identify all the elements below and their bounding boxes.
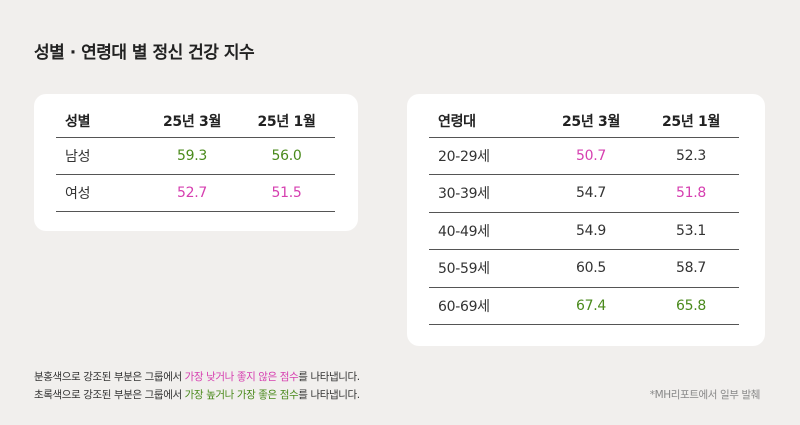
cell-mar: 60.5 bbox=[539, 249, 643, 288]
legend-note-pink: 분홍색으로 강조된 부분은 그룹에서 가장 낮거나 좋지 않은 점수를 나타냅니… bbox=[34, 369, 360, 384]
note-text: 를 나타냅니다. bbox=[298, 371, 360, 383]
cell-jan: 52.3 bbox=[643, 137, 739, 175]
cell-mar: 54.9 bbox=[539, 212, 643, 250]
table-row: 40-49세 54.9 53.1 bbox=[429, 212, 739, 250]
age-table: 연령대 25년 3월 25년 1월 20-29세 50.7 52.3 30-39… bbox=[429, 105, 739, 325]
table-row: 30-39세 54.7 51.8 bbox=[429, 174, 739, 213]
gender-table: 성별 25년 3월 25년 1월 남성 59.3 56.0 여성 52.7 51… bbox=[56, 105, 335, 212]
table-row: 60-69세 67.4 65.8 bbox=[429, 287, 739, 325]
row-label: 50-59세 bbox=[429, 249, 539, 288]
gender-table-card: 성별 25년 3월 25년 1월 남성 59.3 56.0 여성 52.7 51… bbox=[34, 94, 358, 231]
cell-mar: 50.7 bbox=[539, 137, 643, 175]
cell-jan: 65.8 bbox=[643, 287, 739, 325]
column-header-mar: 25년 3월 bbox=[539, 105, 643, 138]
note-highlight-green: 가장 높거나 가장 좋은 점수 bbox=[184, 389, 299, 401]
page-title: 성별 · 연령대 별 정신 건강 지수 bbox=[34, 43, 255, 63]
cell-mar: 52.7 bbox=[146, 174, 238, 212]
table-header-row: 연령대 25년 3월 25년 1월 bbox=[429, 105, 739, 138]
legend-note-green: 초록색으로 강조된 부분은 그룹에서 가장 높거나 가장 좋은 점수를 나타냅니… bbox=[34, 387, 360, 402]
age-table-card: 연령대 25년 3월 25년 1월 20-29세 50.7 52.3 30-39… bbox=[407, 94, 765, 346]
column-header-jan: 25년 1월 bbox=[643, 105, 739, 138]
cell-mar: 59.3 bbox=[146, 137, 238, 175]
table-header-row: 성별 25년 3월 25년 1월 bbox=[56, 105, 335, 138]
cell-jan: 56.0 bbox=[238, 137, 335, 175]
note-text: 를 나타냅니다. bbox=[298, 389, 360, 401]
row-label: 20-29세 bbox=[429, 137, 539, 175]
column-header-mar: 25년 3월 bbox=[146, 105, 238, 138]
row-label: 30-39세 bbox=[429, 174, 539, 213]
row-label: 40-49세 bbox=[429, 212, 539, 250]
table-row: 20-29세 50.7 52.3 bbox=[429, 137, 739, 175]
column-header-jan: 25년 1월 bbox=[238, 105, 335, 138]
table-row: 여성 52.7 51.5 bbox=[56, 174, 335, 212]
row-label: 여성 bbox=[56, 174, 146, 212]
column-header-gender: 성별 bbox=[56, 105, 146, 138]
table-row: 남성 59.3 56.0 bbox=[56, 137, 335, 175]
column-header-age: 연령대 bbox=[429, 105, 539, 138]
row-label: 남성 bbox=[56, 137, 146, 175]
cell-jan: 53.1 bbox=[643, 212, 739, 250]
source-note: *MH리포트에서 일부 발췌 bbox=[649, 389, 761, 401]
cell-jan: 51.5 bbox=[238, 174, 335, 212]
cell-mar: 54.7 bbox=[539, 174, 643, 213]
cell-jan: 51.8 bbox=[643, 174, 739, 213]
note-text: 분홍색으로 강조된 부분은 그룹에서 bbox=[34, 371, 185, 383]
cell-jan: 58.7 bbox=[643, 249, 739, 288]
table-row: 50-59세 60.5 58.7 bbox=[429, 249, 739, 288]
row-label: 60-69세 bbox=[429, 287, 539, 325]
cell-mar: 67.4 bbox=[539, 287, 643, 325]
note-highlight-pink: 가장 낮거나 좋지 않은 점수 bbox=[184, 371, 299, 383]
note-text: 초록색으로 강조된 부분은 그룹에서 bbox=[34, 389, 185, 401]
